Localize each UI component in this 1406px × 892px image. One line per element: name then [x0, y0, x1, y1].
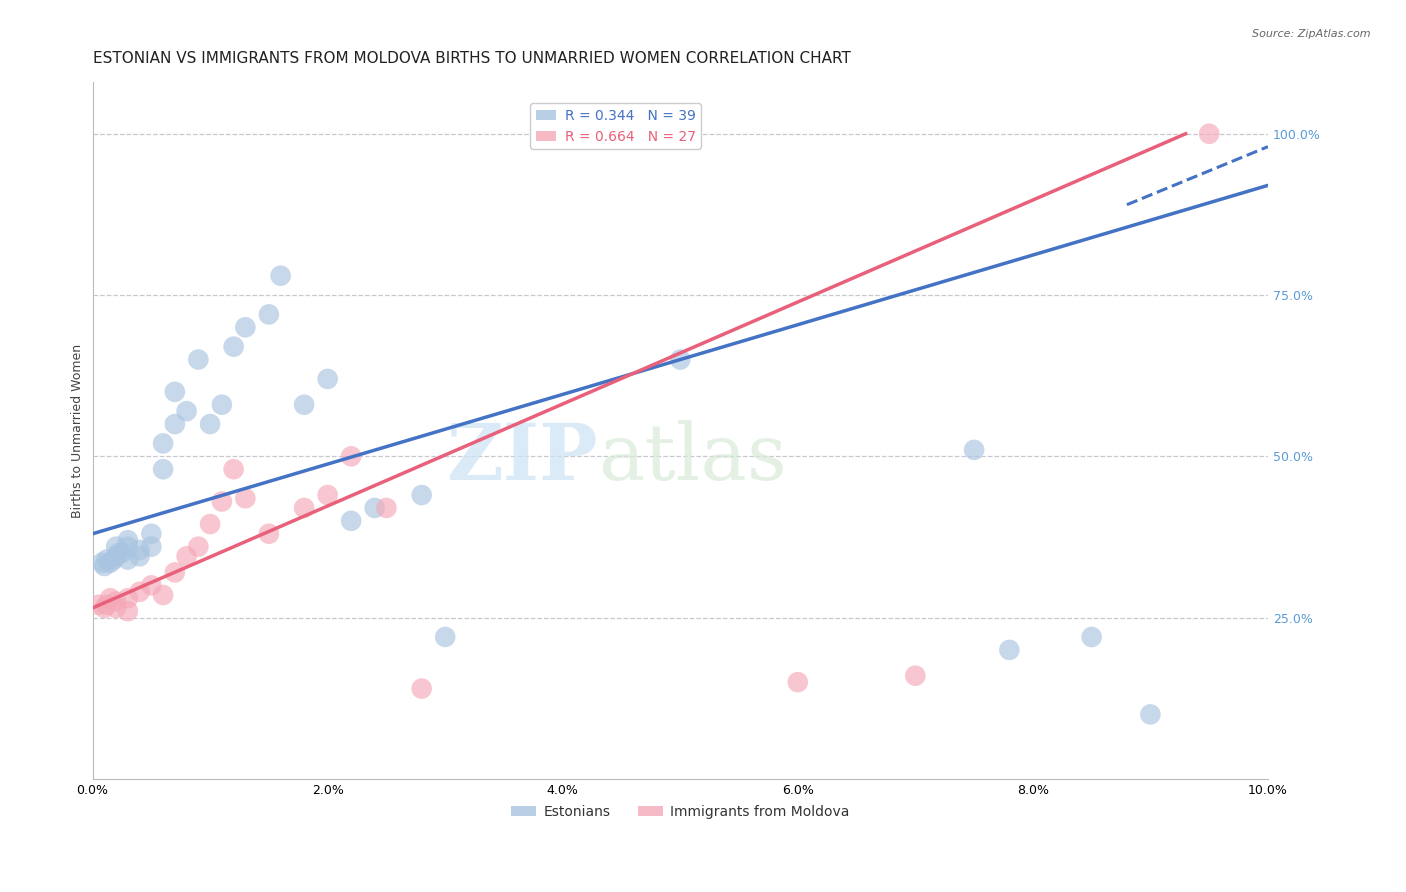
- Point: [93, 559, 115, 574]
- Point: [128, 584, 150, 599]
- Text: atlas: atlas: [598, 420, 787, 496]
- Point: [117, 604, 139, 618]
- Point: [434, 630, 457, 644]
- Point: [91, 556, 114, 570]
- Point: [105, 594, 128, 608]
- Point: [117, 591, 139, 606]
- Point: [87, 598, 110, 612]
- Text: ESTONIAN VS IMMIGRANTS FROM MOLDOVA BIRTHS TO UNMARRIED WOMEN CORRELATION CHART: ESTONIAN VS IMMIGRANTS FROM MOLDOVA BIRT…: [93, 51, 851, 66]
- Point: [98, 591, 121, 606]
- Point: [222, 340, 245, 354]
- Point: [211, 398, 233, 412]
- Point: [176, 549, 198, 564]
- Point: [117, 540, 139, 554]
- Point: [292, 398, 315, 412]
- Y-axis label: Births to Unmarried Women: Births to Unmarried Women: [72, 343, 84, 517]
- Point: [1139, 707, 1161, 722]
- Point: [235, 320, 257, 334]
- Point: [141, 578, 163, 592]
- Point: [235, 491, 257, 506]
- Point: [107, 546, 129, 560]
- Point: [152, 436, 174, 450]
- Point: [141, 540, 163, 554]
- Point: [176, 404, 198, 418]
- Point: [163, 566, 186, 580]
- Text: ZIP: ZIP: [446, 420, 598, 496]
- Point: [1198, 127, 1220, 141]
- Point: [222, 462, 245, 476]
- Point: [187, 352, 209, 367]
- Point: [669, 352, 692, 367]
- Point: [152, 588, 174, 602]
- Point: [128, 549, 150, 564]
- Point: [1080, 630, 1102, 644]
- Point: [963, 442, 986, 457]
- Point: [103, 552, 125, 566]
- Point: [340, 514, 363, 528]
- Point: [211, 494, 233, 508]
- Point: [270, 268, 292, 283]
- Point: [163, 417, 186, 431]
- Point: [98, 556, 121, 570]
- Point: [163, 384, 186, 399]
- Point: [128, 542, 150, 557]
- Point: [411, 681, 433, 696]
- Point: [375, 500, 398, 515]
- Point: [257, 307, 280, 321]
- Point: [316, 372, 339, 386]
- Point: [96, 598, 118, 612]
- Point: [904, 668, 927, 682]
- Point: [93, 601, 115, 615]
- Legend: Estonians, Immigrants from Moldova: Estonians, Immigrants from Moldova: [506, 799, 855, 824]
- Point: [117, 533, 139, 548]
- Point: [198, 417, 221, 431]
- Point: [786, 675, 808, 690]
- Point: [96, 552, 118, 566]
- Point: [363, 500, 385, 515]
- Point: [411, 488, 433, 502]
- Point: [316, 488, 339, 502]
- Point: [292, 500, 315, 515]
- Point: [187, 540, 209, 554]
- Point: [117, 552, 139, 566]
- Point: [257, 526, 280, 541]
- Point: [105, 601, 128, 615]
- Point: [105, 549, 128, 564]
- Point: [340, 450, 363, 464]
- Point: [141, 526, 163, 541]
- Point: [105, 540, 128, 554]
- Point: [998, 643, 1021, 657]
- Point: [111, 546, 134, 560]
- Point: [152, 462, 174, 476]
- Text: Source: ZipAtlas.com: Source: ZipAtlas.com: [1253, 29, 1371, 39]
- Point: [198, 517, 221, 532]
